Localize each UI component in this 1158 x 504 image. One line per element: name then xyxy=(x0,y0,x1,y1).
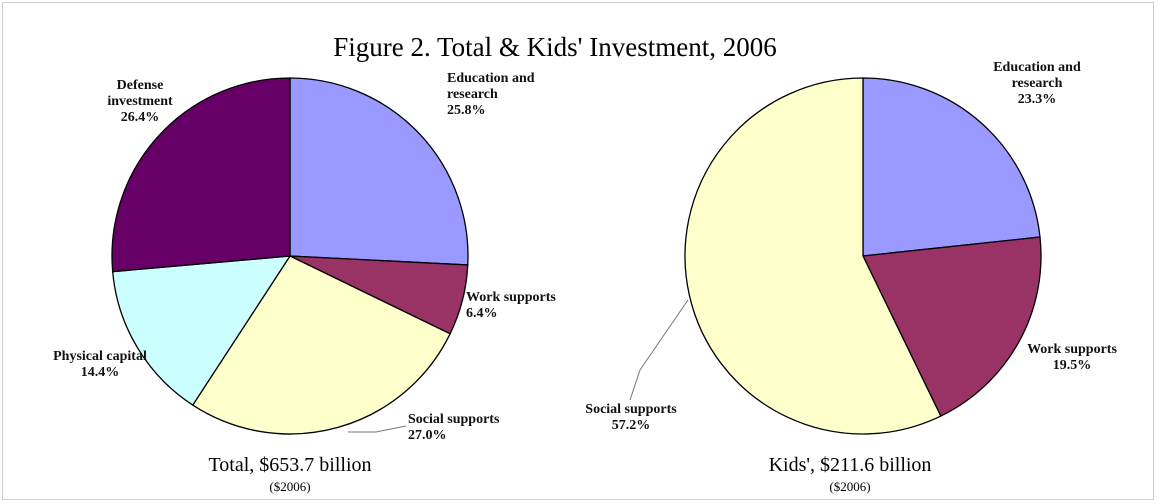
pie-slice xyxy=(862,77,1041,257)
slice-label: Social supports 57.2% xyxy=(585,402,677,433)
pie-slice xyxy=(684,77,942,435)
slice-label: Work supports 19.5% xyxy=(1027,342,1117,373)
pie-chart: Education and research 25.8% Work supports 6… xyxy=(53,71,556,494)
slice-label: Physical capital 14.4% xyxy=(53,349,147,380)
label-leader-line xyxy=(629,299,689,401)
pie-layer: Education and research 25.8% Work supports 6… xyxy=(53,60,1117,494)
label-leader-line xyxy=(348,425,407,433)
pie-slice xyxy=(191,255,451,435)
pie-subcaption: ($2006) xyxy=(829,479,870,494)
pie-subcaption: ($2006) xyxy=(269,479,310,494)
pie-slice xyxy=(862,236,1042,417)
pie-slice xyxy=(111,255,292,406)
slice-label: Education and research 23.3% xyxy=(993,60,1081,107)
slice-label: Work supports 6.4% xyxy=(466,290,556,321)
pie-caption: Kids', $211.6 billion xyxy=(769,454,932,476)
pie-slice xyxy=(111,77,291,273)
pie-slice xyxy=(289,77,469,266)
figure-title: Figure 2. Total & Kids' Investment, 2006 xyxy=(333,32,776,62)
pie-chart: Education and research 23.3% Work supports 1… xyxy=(585,60,1117,494)
pie-caption: Total, $653.7 billion xyxy=(208,454,371,476)
slice-label: Education and research 25.8% xyxy=(447,71,535,118)
slice-label: Social supports 27.0% xyxy=(408,412,500,443)
slice-label: Defense investment 26.4% xyxy=(107,78,173,125)
